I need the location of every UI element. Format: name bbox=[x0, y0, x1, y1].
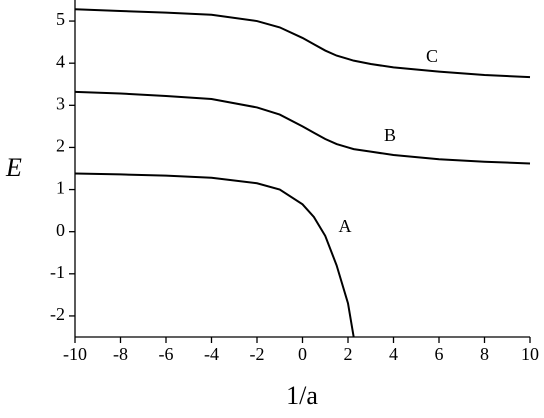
line-series bbox=[74, 8, 531, 79]
x-tick-label: -6 bbox=[159, 344, 174, 364]
y-tick-label: 1 bbox=[56, 178, 65, 198]
y-tick-label: 5 bbox=[56, 9, 65, 29]
line-series bbox=[74, 90, 531, 165]
x-tick-label: -2 bbox=[250, 344, 265, 364]
x-tick-label: -4 bbox=[204, 344, 219, 364]
x-tick-label: 0 bbox=[298, 344, 307, 364]
y-tick-label: 2 bbox=[56, 136, 65, 156]
x-tick-label: 8 bbox=[480, 344, 489, 364]
y-tick-label: 0 bbox=[56, 220, 65, 240]
y-tick-label: 3 bbox=[56, 93, 65, 113]
y-tick-label: -1 bbox=[50, 262, 65, 282]
x-tick-label: -8 bbox=[113, 344, 128, 364]
series-label: C bbox=[426, 46, 438, 66]
series-label: A bbox=[339, 216, 352, 236]
x-tick-label: 6 bbox=[435, 344, 444, 364]
x-tick-label: 2 bbox=[344, 344, 353, 364]
line-series bbox=[74, 172, 355, 338]
x-tick-label: 4 bbox=[389, 344, 398, 364]
y-tick-label: 4 bbox=[56, 51, 65, 71]
y-tick-label: -2 bbox=[50, 304, 65, 324]
x-tick-label: 10 bbox=[521, 344, 539, 364]
x-axis-label: 1/a bbox=[286, 381, 318, 410]
y-axis-label: E bbox=[5, 153, 22, 182]
x-tick-label: -10 bbox=[63, 344, 87, 364]
series-label: B bbox=[384, 125, 396, 145]
